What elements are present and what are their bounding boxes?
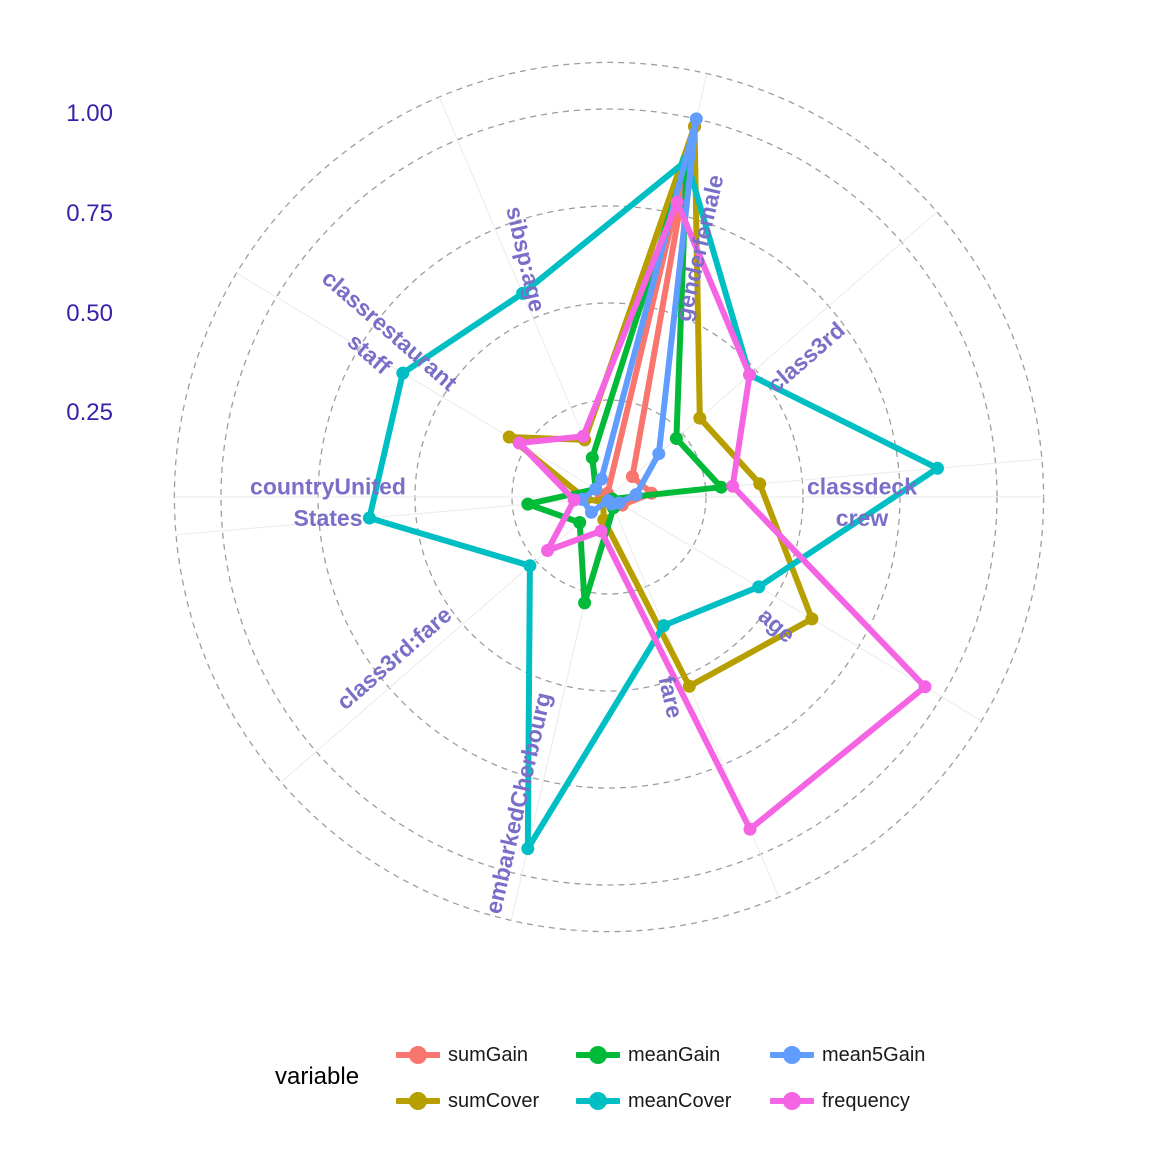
series-point xyxy=(657,619,671,633)
grid-circle xyxy=(173,61,1045,933)
legend-item-frequency: frequency xyxy=(766,1089,910,1113)
series-point xyxy=(752,580,766,594)
series-point xyxy=(567,493,581,507)
series-point xyxy=(652,447,666,461)
series-point xyxy=(670,195,684,209)
series-meanGain xyxy=(521,154,728,610)
series-point xyxy=(594,524,608,538)
legend-label: sumCover xyxy=(448,1089,540,1112)
spoke-line xyxy=(280,496,610,783)
series-layer xyxy=(362,112,944,856)
series-point xyxy=(589,482,603,496)
category-label: sibsp:age xyxy=(501,204,550,314)
legend-label: sumGain xyxy=(448,1043,529,1066)
series-point xyxy=(594,472,608,486)
series-point xyxy=(362,511,376,525)
legend-key xyxy=(392,1043,444,1067)
series-point xyxy=(541,544,554,557)
legend-key xyxy=(392,1089,444,1113)
series-point xyxy=(669,432,683,445)
category-label: embarkedCherbourg xyxy=(480,690,556,916)
legend-label: meanCover xyxy=(628,1089,732,1112)
category-label: classdeck crew xyxy=(807,474,917,531)
series-point xyxy=(805,612,819,626)
radial-tick-label: 0.75 xyxy=(66,200,113,227)
series-point xyxy=(523,559,537,573)
series-point xyxy=(516,286,530,300)
category-label: class3rd xyxy=(762,317,850,398)
series-point xyxy=(573,516,587,529)
legend-item-meanGain: meanGain xyxy=(572,1043,720,1067)
series-point xyxy=(601,494,615,508)
series-point xyxy=(931,461,944,475)
legend: variable sumGain meanGain mean5Gain sumCove… xyxy=(272,1036,972,1126)
series-point xyxy=(396,366,410,380)
series-frequency xyxy=(512,195,932,836)
series-point xyxy=(743,822,757,836)
spoke-line xyxy=(608,496,780,898)
series-point xyxy=(502,430,516,444)
series-point xyxy=(584,505,598,519)
series-point xyxy=(576,429,590,443)
series-point xyxy=(693,411,707,425)
category-label: countryUnited States xyxy=(250,474,406,531)
series-point xyxy=(521,497,535,511)
legend-label: meanGain xyxy=(628,1043,721,1066)
legend-item-sumGain: sumGain xyxy=(392,1043,528,1067)
radial-tick-label: 1.00 xyxy=(66,100,113,127)
series-point xyxy=(629,488,643,502)
series-point xyxy=(714,480,728,494)
category-label: class3rd:fare xyxy=(331,601,456,715)
series-point xyxy=(918,680,932,694)
series-point xyxy=(625,470,639,484)
category-label: age xyxy=(753,602,800,648)
series-point xyxy=(512,436,526,450)
radial-tick-label: 0.25 xyxy=(66,399,113,426)
series-point xyxy=(585,451,599,465)
legend-key xyxy=(766,1089,818,1113)
legend-item-mean5Gain: mean5Gain xyxy=(766,1043,925,1067)
legend-key xyxy=(572,1043,624,1067)
series-point xyxy=(726,479,740,493)
series-point xyxy=(743,368,757,382)
series-point xyxy=(753,477,767,491)
radial-tick-labels: 1.00 0.75 0.50 0.25 xyxy=(66,100,113,426)
legend-key xyxy=(766,1043,818,1067)
legend-label: frequency xyxy=(822,1089,910,1112)
series-point xyxy=(521,842,535,856)
spoke-line xyxy=(236,272,610,498)
radial-tick-label: 0.50 xyxy=(66,300,113,327)
legend-key xyxy=(572,1089,624,1113)
legend-label: mean5Gain xyxy=(822,1043,926,1066)
series-point xyxy=(689,112,703,126)
series-point xyxy=(682,679,696,693)
series-point xyxy=(578,596,592,610)
legend-item-sumCover: sumCover xyxy=(392,1089,539,1113)
category-label: classrestaurantstaff xyxy=(297,265,463,420)
legend-item-meanCover: meanCover xyxy=(572,1089,731,1113)
legend-title: variable xyxy=(275,1063,360,1090)
